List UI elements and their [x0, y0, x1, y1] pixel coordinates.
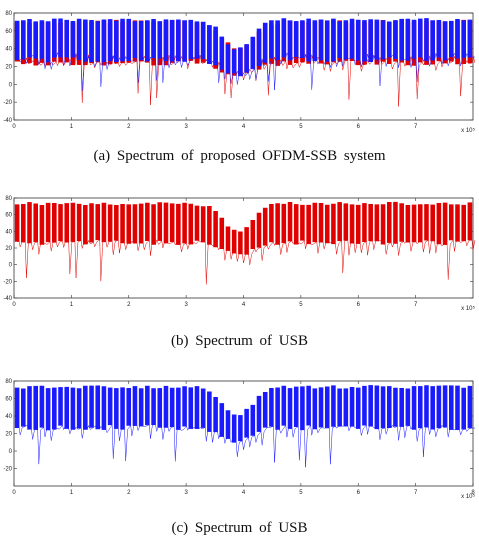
- series-carriers: [14, 385, 473, 443]
- x-tick-label: 5: [299, 302, 303, 308]
- y-tick-label: 80: [5, 379, 12, 385]
- y-tick-label: 40: [5, 414, 12, 420]
- x-tick-label: 3: [184, 302, 188, 308]
- y-tick-label: -20: [3, 467, 12, 473]
- x-tick-label: 3: [184, 124, 188, 130]
- y-tick-label: 60: [5, 29, 12, 35]
- x-tick-label: 8: [471, 490, 475, 496]
- x-tick-label: 6: [357, 302, 361, 308]
- x-tick-label: 7: [414, 490, 418, 496]
- x-tick-label: 1: [70, 302, 74, 308]
- y-tick-label: 60: [5, 397, 12, 403]
- caption-a: (a) Spectrum of proposed OFDM-SSB system: [93, 148, 386, 164]
- plot-frame: [13, 197, 474, 299]
- series-carriers: [14, 201, 473, 255]
- x-tick-label: 2: [127, 490, 131, 496]
- chart-b: -40 -20 0 20 40 60 80 0 1 2 3 4 5 6 7 x 10⁵: [3, 196, 476, 312]
- series-1: [14, 201, 476, 285]
- x-tick-label: 5: [299, 124, 303, 130]
- chart-c: -20 0 20 40 60 80 0 1 2 3 4 5 6 7 8x 10⁵: [3, 379, 476, 500]
- y-tick-label: -40: [3, 296, 12, 302]
- y-tick-label: 40: [5, 229, 12, 235]
- y-tick-label: 80: [5, 196, 12, 202]
- y-tick-label: 20: [5, 432, 12, 438]
- x-tick-label: 5: [299, 490, 303, 496]
- y-tick-label: -20: [3, 100, 12, 106]
- y-tick-label: 0: [9, 449, 13, 455]
- x-tick-label: 7: [414, 124, 418, 130]
- caption-c: (c) Spectrum of USB: [171, 520, 308, 536]
- plot-frame: [13, 12, 474, 121]
- x-tick-label: 7: [414, 302, 418, 308]
- x-tick-label: 0: [12, 124, 16, 130]
- x-exponent-label: x 10⁵: [461, 127, 475, 134]
- y-tick-label: 60: [5, 213, 12, 219]
- series-valley-trace: [17, 239, 476, 285]
- y-tick-label: 80: [5, 11, 12, 17]
- y-tick-label: 0: [9, 82, 13, 88]
- series-valley-trace: [17, 51, 476, 91]
- panel-b: -40 -20 0 20 40 60 80 0 1 2 3 4 5 6 7 x 10⁵ (b) Spectru…: [0, 185, 479, 363]
- x-tick-label: 1: [70, 124, 74, 130]
- x-tick-label: 1: [70, 490, 74, 496]
- x-tick-label: 0: [12, 490, 16, 496]
- series-valley-trace: [17, 424, 476, 468]
- x-tick-label: 6: [357, 124, 361, 130]
- series-carriers: [14, 18, 473, 77]
- y-tick-label: 40: [5, 47, 12, 53]
- y-tick-label: -40: [3, 118, 12, 124]
- x-tick-label: 0: [12, 302, 16, 308]
- x-tick-label: 4: [242, 302, 246, 308]
- y-tick-label: 20: [5, 65, 12, 71]
- series-1: [14, 385, 476, 468]
- panel-c: -20 0 20 40 60 80 0 1 2 3 4 5 6 7 8 x 10⁵ (c) Spectrum …: [0, 368, 479, 546]
- y-tick-label: 0: [9, 263, 13, 269]
- x-exponent-label: x 10⁵: [461, 493, 475, 500]
- x-tick-label: 2: [127, 124, 131, 130]
- x-tick-label: 6: [357, 490, 361, 496]
- y-tick-label: 20: [5, 246, 12, 252]
- x-tick-label: 4: [242, 490, 246, 496]
- x-tick-label: 3: [184, 490, 188, 496]
- chart-a: -40 -20 0 20 40 60 80 0 1 2 3 4 5 6 7 x 10⁵: [3, 11, 476, 134]
- x-exponent-label: x 10⁵: [461, 305, 475, 312]
- x-tick-label: 2: [127, 302, 131, 308]
- caption-b: (b) Spectrum of USB: [171, 333, 308, 349]
- x-tick-label: 4: [242, 124, 246, 130]
- panel-a: -40 -20 0 20 40 60 80 0 1 2 3 4 5 6 7 x 10⁵ (a) Spectru…: [0, 0, 479, 178]
- y-tick-label: -20: [3, 279, 12, 285]
- series-2: [14, 18, 476, 91]
